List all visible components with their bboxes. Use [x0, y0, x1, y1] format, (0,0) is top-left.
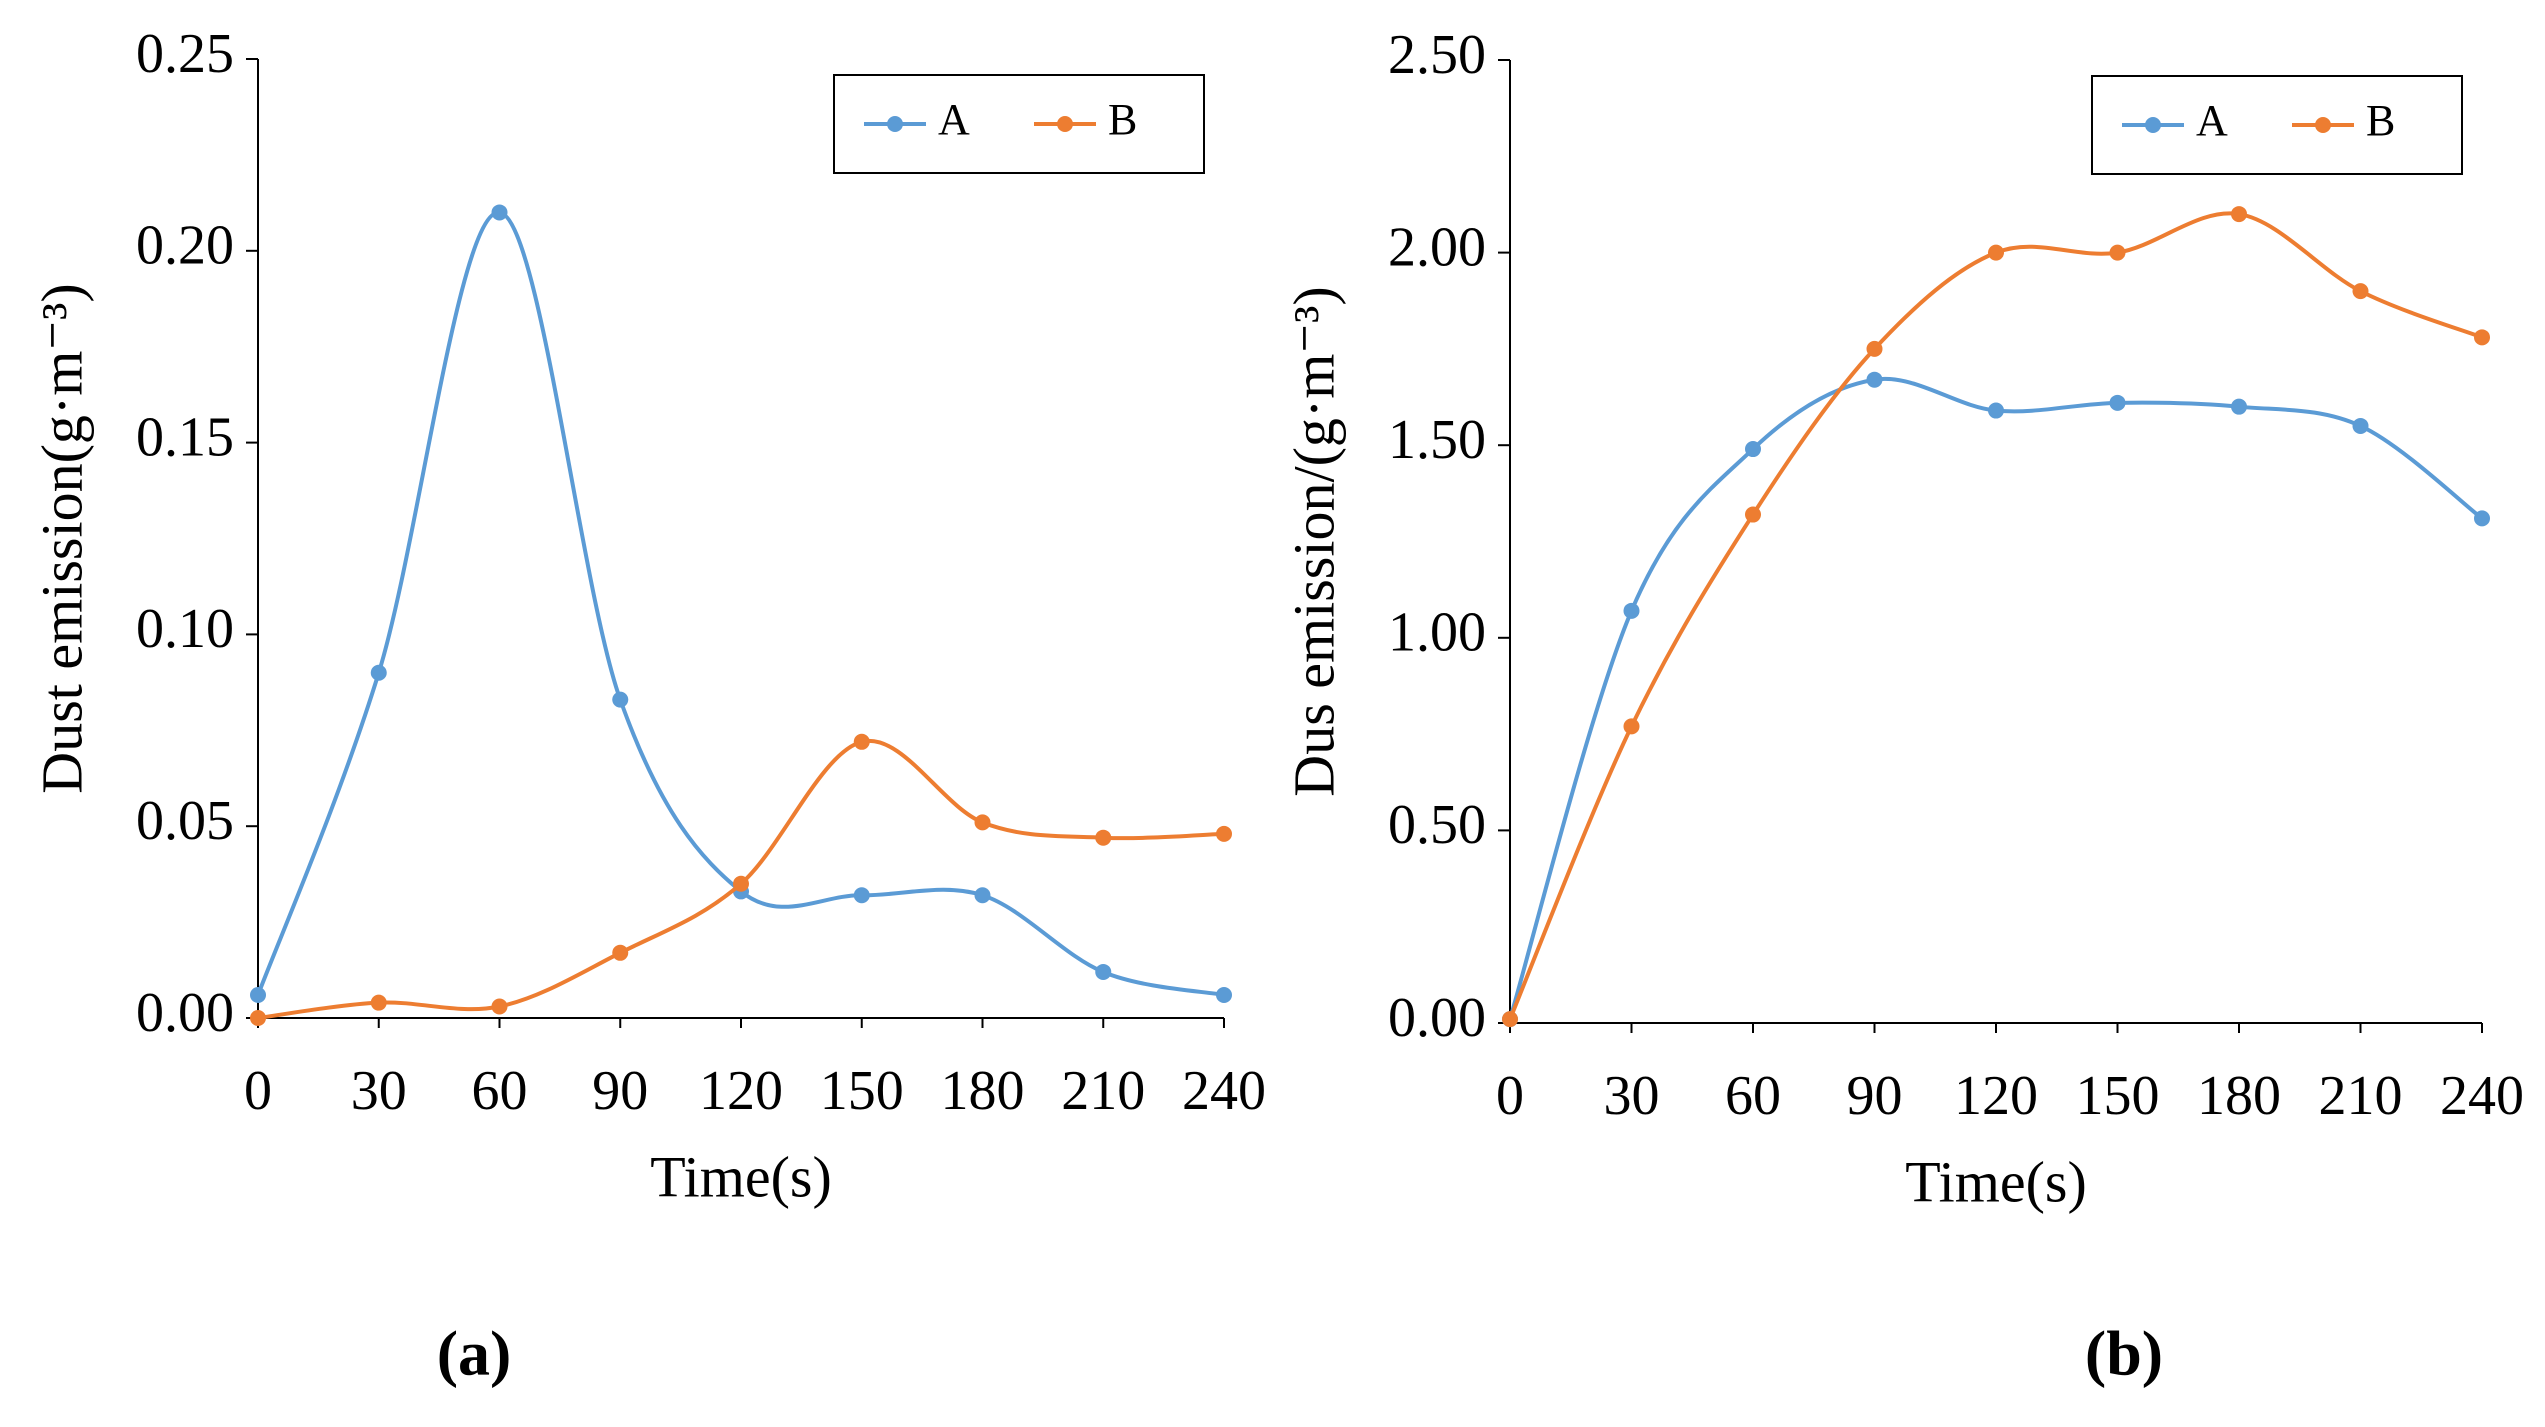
data-point	[1866, 340, 1883, 357]
y-tick-label: 2.50	[1388, 24, 1486, 86]
legend-marker	[2315, 117, 2331, 133]
data-point	[1095, 829, 1112, 846]
data-point	[1095, 963, 1112, 980]
x-tick-label: 120	[1954, 1065, 2038, 1127]
series-line	[1508, 211, 2483, 1020]
x-tick-label: 180	[941, 1060, 1025, 1122]
data-point	[1988, 402, 2004, 419]
x-tick-label: 30	[1604, 1065, 1660, 1127]
data-point	[612, 691, 629, 708]
y-tick-label: 0.25	[136, 23, 234, 85]
legend-label: B	[1108, 95, 1137, 144]
series-line	[256, 210, 1225, 997]
y-tick-label: 2.00	[1388, 216, 1486, 278]
x-tick-label: 60	[1725, 1065, 1781, 1127]
data-point	[2231, 398, 2247, 415]
legend-label: A	[938, 95, 970, 144]
x-tick-label: 210	[1061, 1060, 1145, 1122]
x-tick-label: 0	[1496, 1065, 1524, 1127]
data-point	[2109, 394, 2126, 411]
data-point	[2352, 283, 2369, 300]
data-point	[1745, 441, 1761, 458]
panel-label: (b)	[2085, 1318, 2163, 1389]
x-tick-label: 210	[2319, 1065, 2403, 1127]
data-point	[2474, 329, 2490, 346]
data-point	[1623, 718, 1640, 735]
data-point	[1745, 506, 1761, 523]
y-tick-label: 1.50	[1388, 409, 1486, 471]
x-axis-title: Time(s)	[650, 1144, 832, 1209]
data-point	[974, 887, 991, 904]
y-tick-label: 0.00	[136, 982, 234, 1044]
y-tick-label: 0.50	[1388, 794, 1486, 856]
data-point	[1216, 825, 1232, 842]
data-point	[1502, 1011, 1518, 1028]
data-point	[1623, 602, 1640, 619]
y-tick-label: 0.15	[136, 406, 234, 468]
data-point	[250, 986, 266, 1003]
x-tick-label: 240	[2440, 1065, 2524, 1127]
x-axis-title: Time(s)	[1905, 1149, 2087, 1214]
data-point	[974, 814, 991, 831]
data-point	[370, 994, 387, 1011]
x-tick-label: 240	[1182, 1060, 1266, 1122]
y-axis-title: Dus emission/(g·m⁻³)	[1281, 286, 1346, 796]
data-point	[2352, 417, 2369, 434]
y-axis-title: Dust emission(g·m⁻³)	[29, 283, 94, 793]
y-tick-label: 0.05	[136, 790, 234, 852]
x-tick-label: 120	[699, 1060, 783, 1122]
x-tick-label: 150	[820, 1060, 904, 1122]
y-tick-label: 1.00	[1388, 602, 1486, 664]
data-point	[1866, 371, 1883, 388]
data-point	[853, 733, 870, 750]
x-tick-label: 30	[351, 1060, 407, 1122]
y-tick-label: 0.00	[1388, 987, 1486, 1049]
data-point	[2231, 206, 2247, 223]
legend-label: A	[2196, 96, 2228, 145]
data-point	[1988, 244, 2004, 261]
series-line	[1508, 376, 2484, 1020]
data-point	[2109, 244, 2126, 261]
data-point	[370, 664, 387, 681]
data-point	[250, 1010, 266, 1026]
data-point	[1216, 986, 1232, 1003]
data-point	[853, 887, 870, 904]
legend-marker	[2145, 117, 2161, 133]
x-tick-label: 60	[472, 1060, 528, 1122]
legend-label: B	[2366, 96, 2395, 145]
series-line	[257, 738, 1225, 1020]
legend-marker	[887, 116, 903, 132]
legend-marker	[1057, 116, 1073, 132]
data-point	[733, 875, 749, 892]
y-tick-label: 0.10	[136, 598, 234, 660]
x-tick-label: 0	[244, 1060, 272, 1122]
x-tick-label: 90	[1847, 1065, 1903, 1127]
data-point	[2474, 510, 2490, 527]
y-tick-label: 0.20	[136, 215, 234, 277]
x-tick-label: 150	[2076, 1065, 2160, 1127]
data-point	[612, 944, 629, 961]
x-tick-label: 90	[592, 1060, 648, 1122]
data-point	[491, 998, 508, 1015]
data-point	[491, 204, 508, 221]
x-tick-label: 180	[2197, 1065, 2281, 1127]
panel-label: (a)	[437, 1318, 512, 1389]
